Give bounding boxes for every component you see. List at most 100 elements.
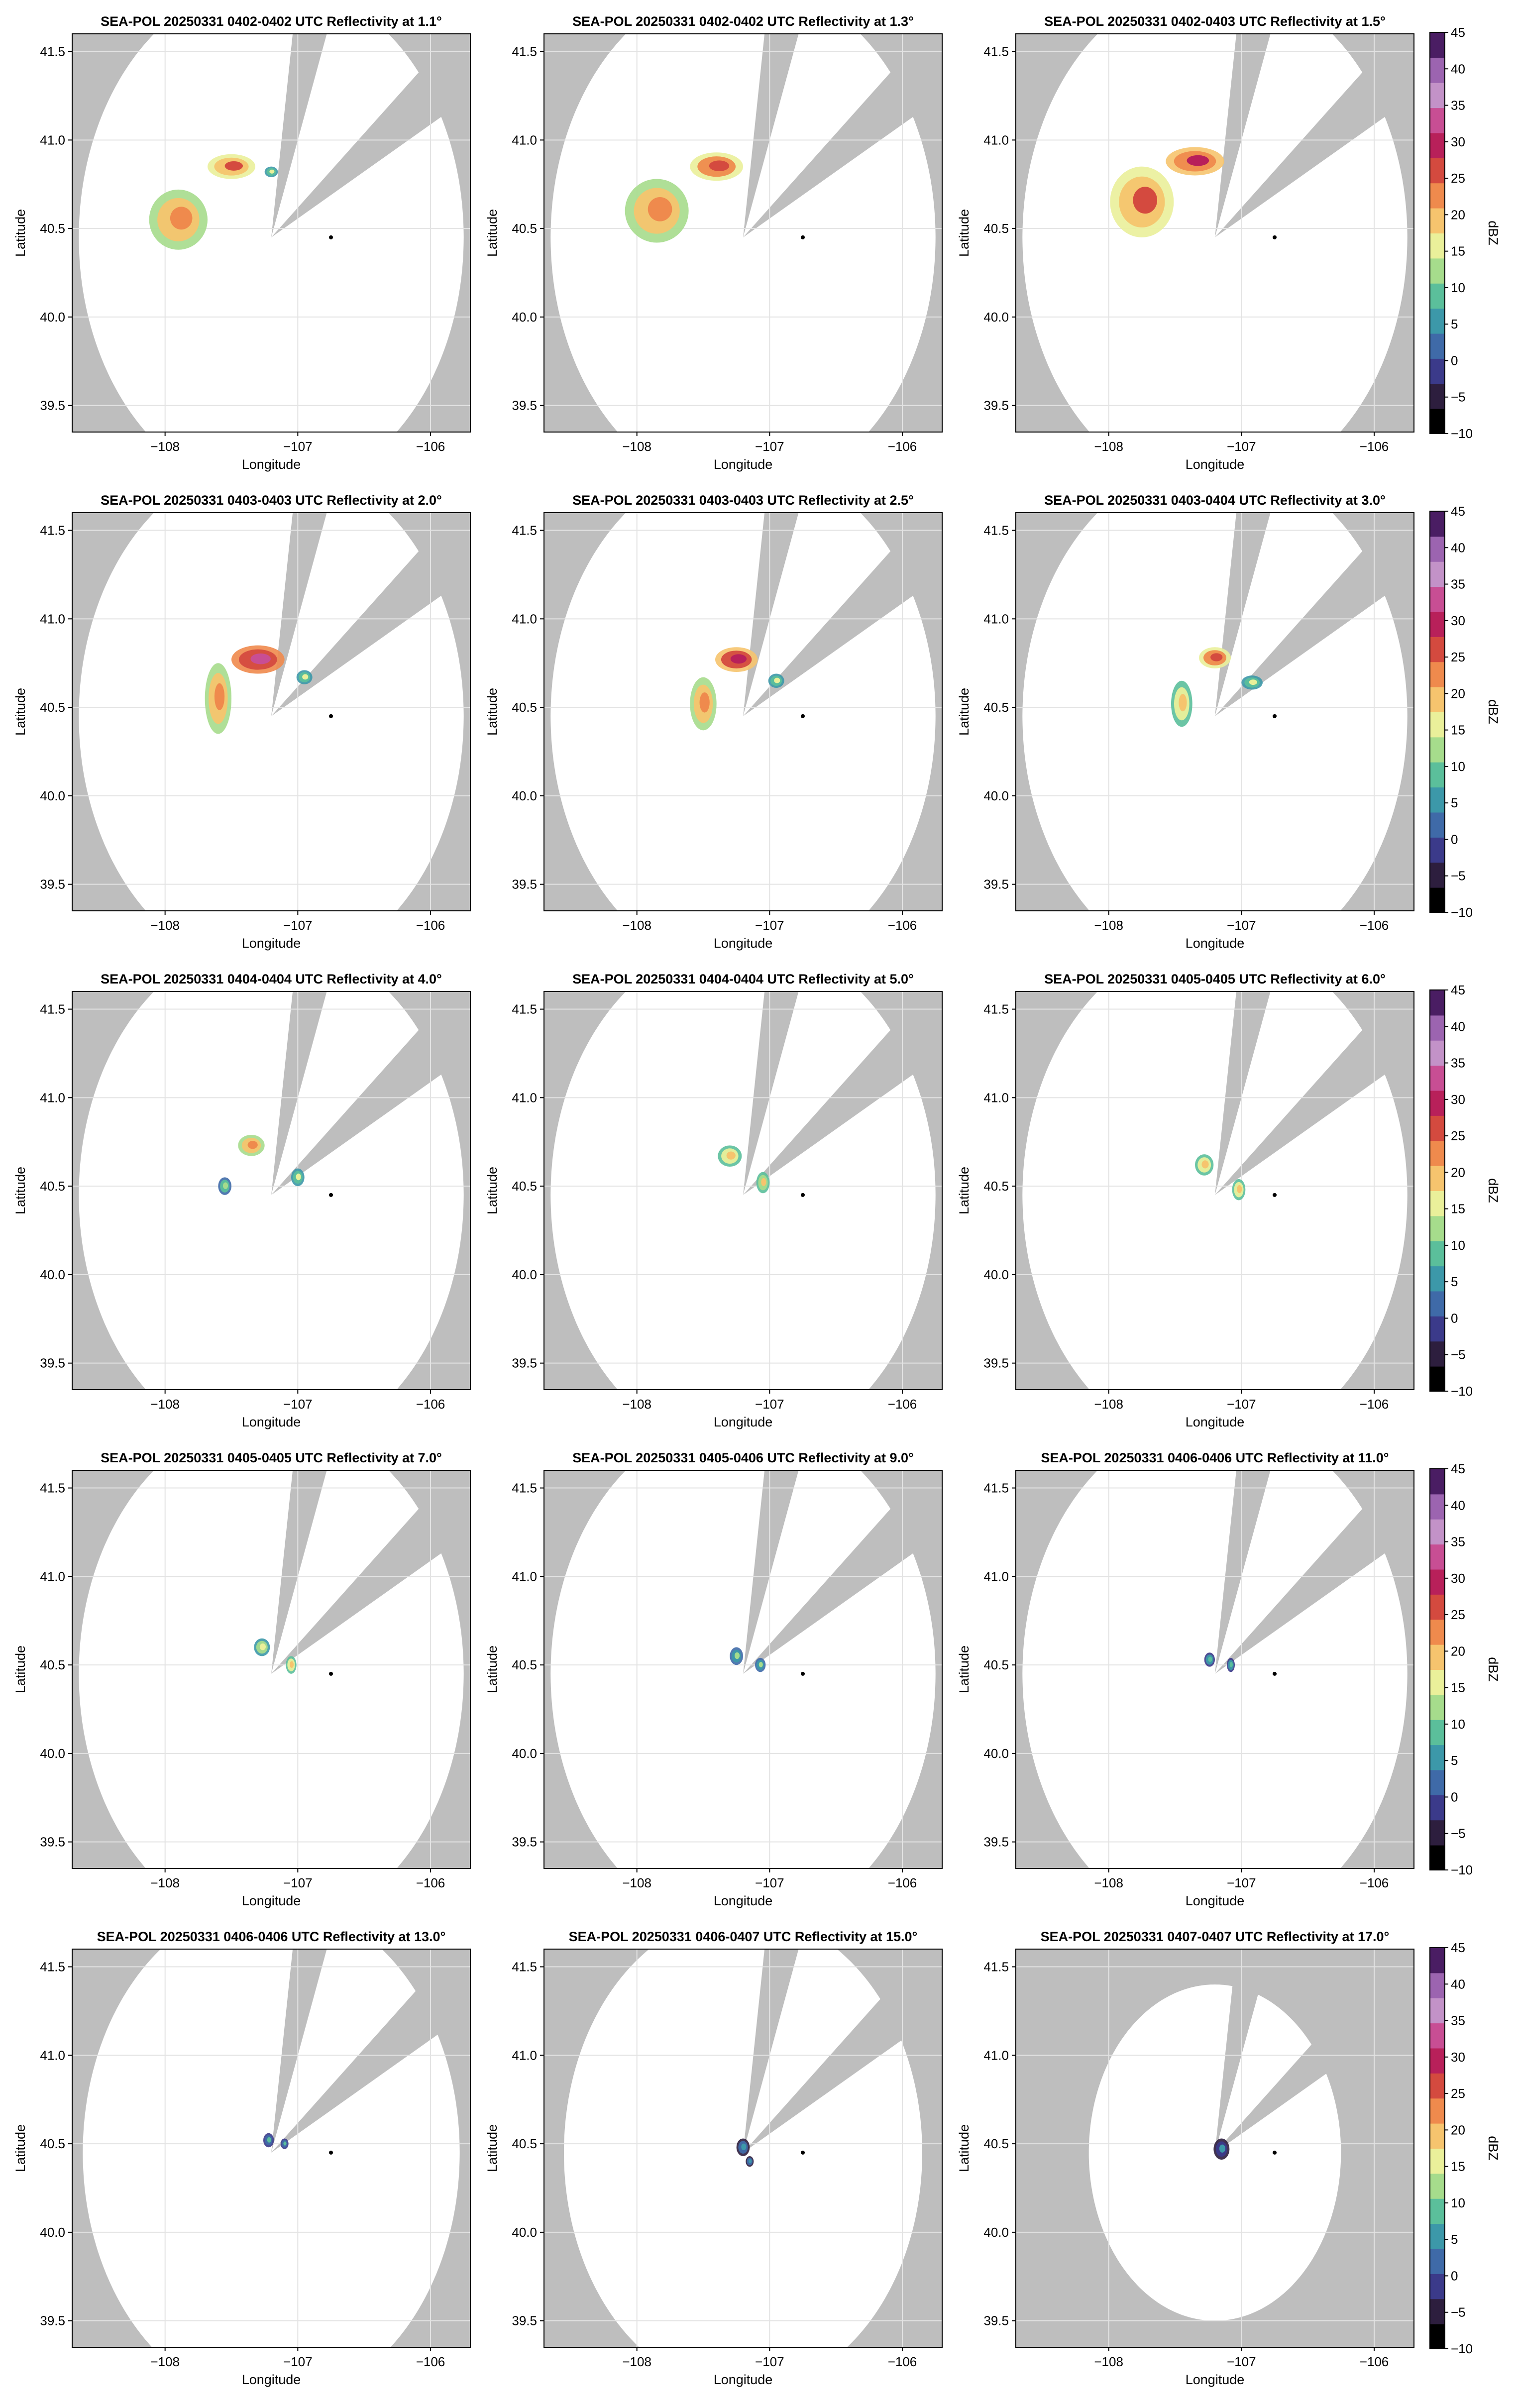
radar-coverage: [1022, 34, 1408, 432]
colorbar-segment: [1430, 108, 1445, 133]
panel-title: SEA-POL 20250331 0405-0405 UTC Reflectiv…: [101, 1450, 442, 1465]
y-tick-label: 39.5: [983, 1835, 1009, 1850]
colorbar-segment: [1430, 383, 1445, 409]
colorbar-tick-label: 15: [1451, 1680, 1465, 1695]
colorbar-segment: [1430, 1469, 1445, 1495]
x-axis-label: Longitude: [714, 1893, 773, 1908]
y-tick-label: 39.5: [512, 1835, 537, 1850]
panel-4: SEA-POL 20250331 0403-0403 UTC Reflectiv…: [13, 493, 471, 951]
plot-area: [1016, 1470, 1414, 1868]
echo-core: [1208, 1656, 1212, 1662]
plot-frame: [72, 33, 471, 433]
colorbar-segment: [1430, 586, 1445, 612]
colorbar-segment: [1430, 1015, 1445, 1041]
x-tick-label: −106: [888, 1397, 917, 1412]
colorbar-segment: [1430, 787, 1445, 813]
y-tick-label: 40.5: [983, 1179, 1009, 1194]
echo-core: [726, 1151, 736, 1160]
colorbar-row-4: −10 −5 0 5 10 15 20 25 30 35 40 45 dBZ: [1429, 1461, 1501, 1877]
colorbar-segment: [1430, 1669, 1445, 1695]
plot-frame: [1015, 512, 1414, 911]
panel-title: SEA-POL 20250331 0406-0407 UTC Reflectiv…: [569, 1929, 918, 1944]
x-tick-label: −106: [416, 1875, 445, 1890]
echo-cell: [715, 647, 758, 672]
echo-cell: [756, 1172, 770, 1194]
x-axis-label: Longitude: [714, 936, 773, 951]
y-tick-label: 41.0: [40, 611, 65, 626]
colorbar-label: dBZ: [1486, 1178, 1501, 1203]
y-axis-label: Latitude: [13, 2124, 28, 2172]
y-tick-label: 41.5: [983, 1002, 1009, 1017]
radar-site-marker: [801, 235, 805, 239]
plot-frame: [543, 1470, 943, 1869]
panel-title: SEA-POL 20250331 0406-0406 UTC Reflectiv…: [1041, 1450, 1389, 1465]
radar-site-marker: [1273, 1193, 1277, 1197]
y-tick-label: 40.0: [983, 310, 1009, 325]
y-tick-label: 41.5: [983, 523, 1009, 538]
radar-coverage: [79, 1470, 464, 1868]
colorbar-segment: [1430, 1569, 1445, 1595]
colorbar-tick-label: 30: [1451, 134, 1465, 149]
colorbar-tick-label: 30: [1451, 1571, 1465, 1586]
echo-cell: [286, 1656, 297, 1674]
colorbar-segment: [1430, 686, 1445, 712]
y-tick-label: 40.0: [512, 1746, 537, 1761]
y-axis-label: Latitude: [13, 688, 28, 736]
y-tick-label: 39.5: [983, 877, 1009, 892]
panel-14: SEA-POL 20250331 0406-0407 UTC Reflectiv…: [485, 1929, 943, 2387]
echo-cell: [1204, 1652, 1215, 1667]
plot-frame: [1015, 1470, 1414, 1869]
radar-site-marker: [1273, 714, 1277, 718]
x-tick-label: −108: [150, 918, 180, 933]
echo-core: [250, 653, 271, 664]
radar-coverage: [550, 1470, 936, 1868]
plot-area: [72, 34, 470, 432]
x-tick-label: −107: [283, 2354, 313, 2369]
plot-frame: [72, 991, 471, 1390]
x-axis-label: Longitude: [242, 1415, 301, 1429]
panel-12: SEA-POL 20250331 0406-0406 UTC Reflectiv…: [957, 1450, 1414, 1908]
echo-cell: [291, 1168, 305, 1187]
colorbar-tick-label: 35: [1451, 577, 1465, 592]
echo-core: [290, 1661, 294, 1668]
echo-core: [170, 207, 193, 230]
colorbar-tick-label: 40: [1451, 61, 1465, 76]
x-tick-label: −108: [1094, 918, 1123, 933]
echo-cell: [1199, 647, 1231, 668]
colorbar-tick-label: 0: [1451, 1789, 1458, 1804]
colorbar-tick-label: 0: [1451, 2268, 1458, 2283]
colorbar-tick-label: 30: [1451, 2050, 1465, 2065]
y-axis-label: Latitude: [957, 1645, 972, 1693]
echo-core: [1210, 653, 1223, 661]
y-tick-label: 39.5: [40, 877, 65, 892]
echo-core: [749, 2159, 752, 2164]
y-axis-label: Latitude: [13, 1167, 28, 1214]
y-tick-label: 41.0: [983, 2048, 1009, 2063]
y-tick-label: 41.5: [40, 1481, 65, 1496]
echo-core: [1219, 2144, 1226, 2153]
colorbar-segment: [1430, 1948, 1445, 1973]
colorbar-label: dBZ: [1486, 1657, 1501, 1682]
colorbar-frame: [1429, 1468, 1445, 1870]
radar-coverage: [79, 513, 464, 911]
x-tick-label: −108: [150, 439, 180, 454]
panel-title: SEA-POL 20250331 0405-0405 UTC Reflectiv…: [1044, 972, 1386, 986]
colorbar-tick-label: −5: [1451, 390, 1466, 405]
plot-frame: [1015, 991, 1414, 1390]
x-axis-label: Longitude: [1186, 2372, 1245, 2387]
echo-cell: [1171, 680, 1192, 727]
x-axis-label: Longitude: [242, 2372, 301, 2387]
colorbar-tick-label: 0: [1451, 353, 1458, 368]
echo-cell: [1195, 1154, 1214, 1176]
x-tick-label: −106: [1360, 1397, 1389, 1412]
y-tick-label: 40.5: [512, 221, 537, 236]
colorbar-label: dBZ: [1486, 220, 1501, 245]
x-axis-label: Longitude: [242, 1893, 301, 1908]
colorbar-segment: [1430, 1594, 1445, 1620]
colorbar-segment: [1430, 283, 1445, 309]
x-tick-label: −108: [622, 918, 651, 933]
colorbar-tick-label: 5: [1451, 795, 1458, 810]
y-tick-label: 40.0: [983, 1267, 1009, 1282]
colorbar-tick-label: 15: [1451, 244, 1465, 259]
plot-frame: [543, 512, 943, 911]
